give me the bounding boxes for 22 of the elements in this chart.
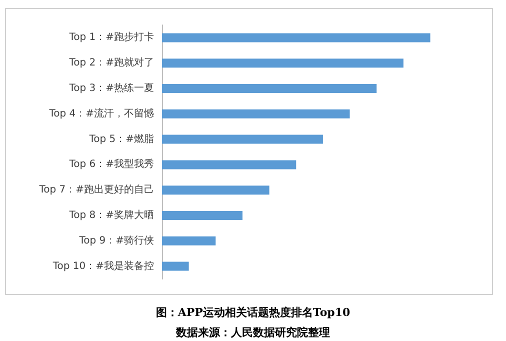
bar: [162, 160, 296, 170]
text: 图：APP运动相关话题热度排名Top10: [156, 306, 351, 319]
y-tick-label: Top 10：#我是装备控: [52, 260, 154, 272]
y-tick-label: Top 4：#流汗，不留憾: [48, 107, 154, 120]
bar: [162, 58, 404, 68]
bar: [162, 109, 350, 118]
y-tick-label: Top 2：#跑就对了: [68, 56, 154, 69]
bar: [162, 33, 430, 42]
bar: [162, 134, 323, 144]
y-tick-label: Top 7：#跑出更好的自己: [38, 184, 154, 196]
y-tick-label: Top 9：#骑行侠: [78, 234, 154, 246]
bar: [162, 84, 377, 93]
y-tick-label: Top 6：#我型我秀: [68, 158, 154, 170]
y-tick-label: Top 5：#燃脂: [88, 132, 154, 145]
y-tick-label: Top 1：#跑步打卡: [68, 31, 154, 44]
y-tick-label: Top 3：#热练一夏: [68, 82, 154, 94]
bar: [162, 262, 189, 271]
y-tick-label: Top 8：#奖牌大晒: [68, 209, 154, 221]
bar: [162, 186, 270, 195]
source-note: 数据来源：人民数据研究院整理: [175, 326, 330, 339]
bar: [162, 236, 216, 246]
bar: [162, 211, 242, 220]
